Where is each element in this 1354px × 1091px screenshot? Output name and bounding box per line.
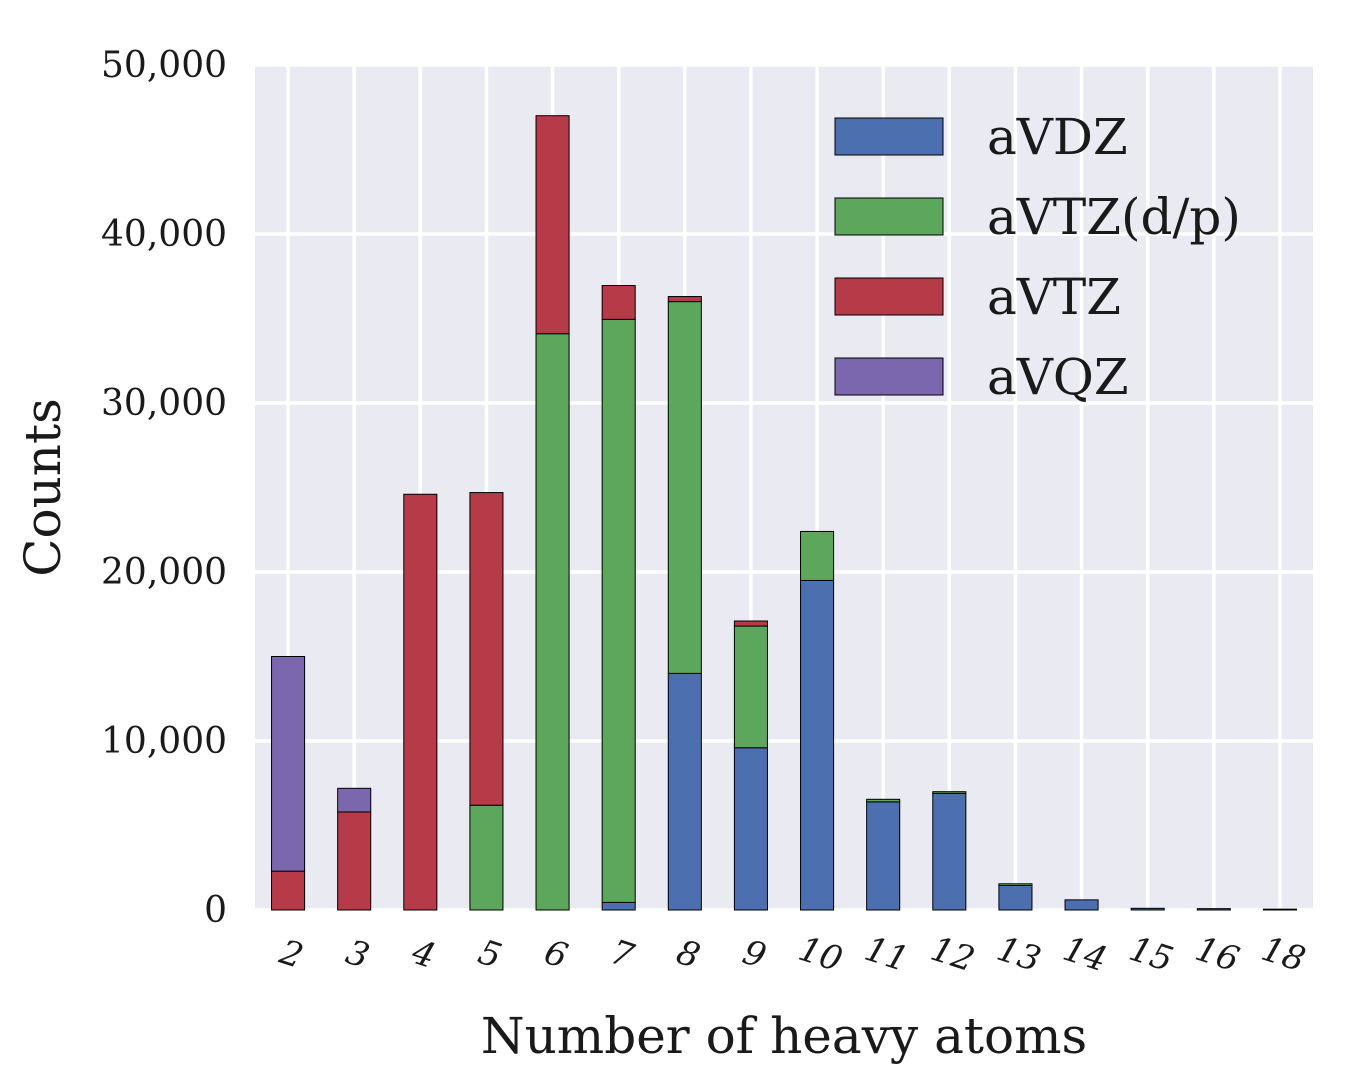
bar-segment [800, 530, 835, 581]
x-tick-label: 10 [794, 929, 848, 980]
y-tick-label: 40,000 [101, 214, 227, 255]
bar-segment [866, 798, 901, 803]
bar-segment [998, 884, 1033, 911]
x-tick-label: 15 [1124, 929, 1178, 980]
bar-segment [271, 870, 306, 911]
y-axis-label: Counts [14, 398, 72, 577]
bar-segment [469, 804, 504, 911]
bars [271, 115, 1297, 911]
bar-segment [1064, 899, 1099, 911]
x-tick-label: 7 [606, 932, 639, 977]
legend-swatch [834, 197, 944, 236]
legend-label: aVTZ [987, 268, 1121, 326]
legend-label: aVDZ [987, 108, 1128, 166]
x-axis-ticks: 2 3 4 5 6 7 8 9 10 11 12 13 14 15 16 18 [274, 929, 1310, 980]
x-tick-label: 13 [992, 929, 1046, 980]
bar-segment [733, 620, 768, 627]
x-tick-label: 8 [672, 932, 705, 977]
legend-swatch [834, 277, 944, 316]
bar-segment [1130, 907, 1165, 911]
bar-segment [601, 901, 636, 911]
legend-swatch [834, 357, 944, 396]
bar-segment [932, 791, 967, 794]
legend-swatch [834, 117, 944, 156]
bar-segment [535, 333, 570, 911]
bar-segment [535, 115, 570, 335]
bar-segment [667, 296, 702, 303]
x-tick-label: 11 [860, 929, 914, 980]
x-axis-label: Number of heavy atoms [481, 1007, 1087, 1065]
bar-segment [271, 656, 306, 872]
bar-segment [1262, 908, 1297, 911]
bar-segment [667, 301, 702, 674]
x-tick-label: 3 [341, 932, 374, 977]
bar-segment [337, 787, 372, 813]
bar-segment [1196, 908, 1231, 911]
bar-segment [733, 747, 768, 911]
x-tick-label: 2 [274, 932, 308, 977]
x-tick-label: 5 [473, 932, 506, 977]
x-tick-label: 6 [539, 932, 572, 977]
bar-segment [800, 579, 835, 911]
y-tick-label: 30,000 [101, 383, 227, 424]
y-tick-label: 20,000 [101, 552, 227, 593]
legend: aVDZ aVTZ(d/p) aVTZ aVQZ [834, 108, 1241, 406]
bar-segment [403, 493, 438, 911]
x-tick-label: 12 [926, 929, 980, 980]
bar-segment [866, 801, 901, 911]
bar-segment [998, 883, 1033, 886]
x-tick-label: 18 [1257, 929, 1311, 980]
bar-segment [469, 492, 504, 806]
x-tick-label: 9 [738, 932, 771, 977]
x-tick-label: 14 [1058, 929, 1112, 980]
y-axis-ticks: 0 10,000 20,000 30,000 40,000 50,000 [101, 45, 227, 931]
x-tick-label: 16 [1190, 929, 1244, 980]
legend-label: aVQZ [987, 348, 1129, 406]
bar-segment [932, 792, 967, 911]
bar-segment [601, 285, 636, 320]
bar-segment [601, 318, 636, 903]
bar-segment [337, 811, 372, 911]
bar-segment [733, 625, 768, 749]
y-tick-label: 0 [204, 890, 227, 931]
bar-segment [667, 672, 702, 911]
y-tick-label: 50,000 [101, 45, 227, 86]
y-tick-label: 10,000 [101, 721, 227, 762]
x-tick-label: 4 [406, 932, 440, 977]
legend-label: aVTZ(d/p) [987, 188, 1241, 246]
